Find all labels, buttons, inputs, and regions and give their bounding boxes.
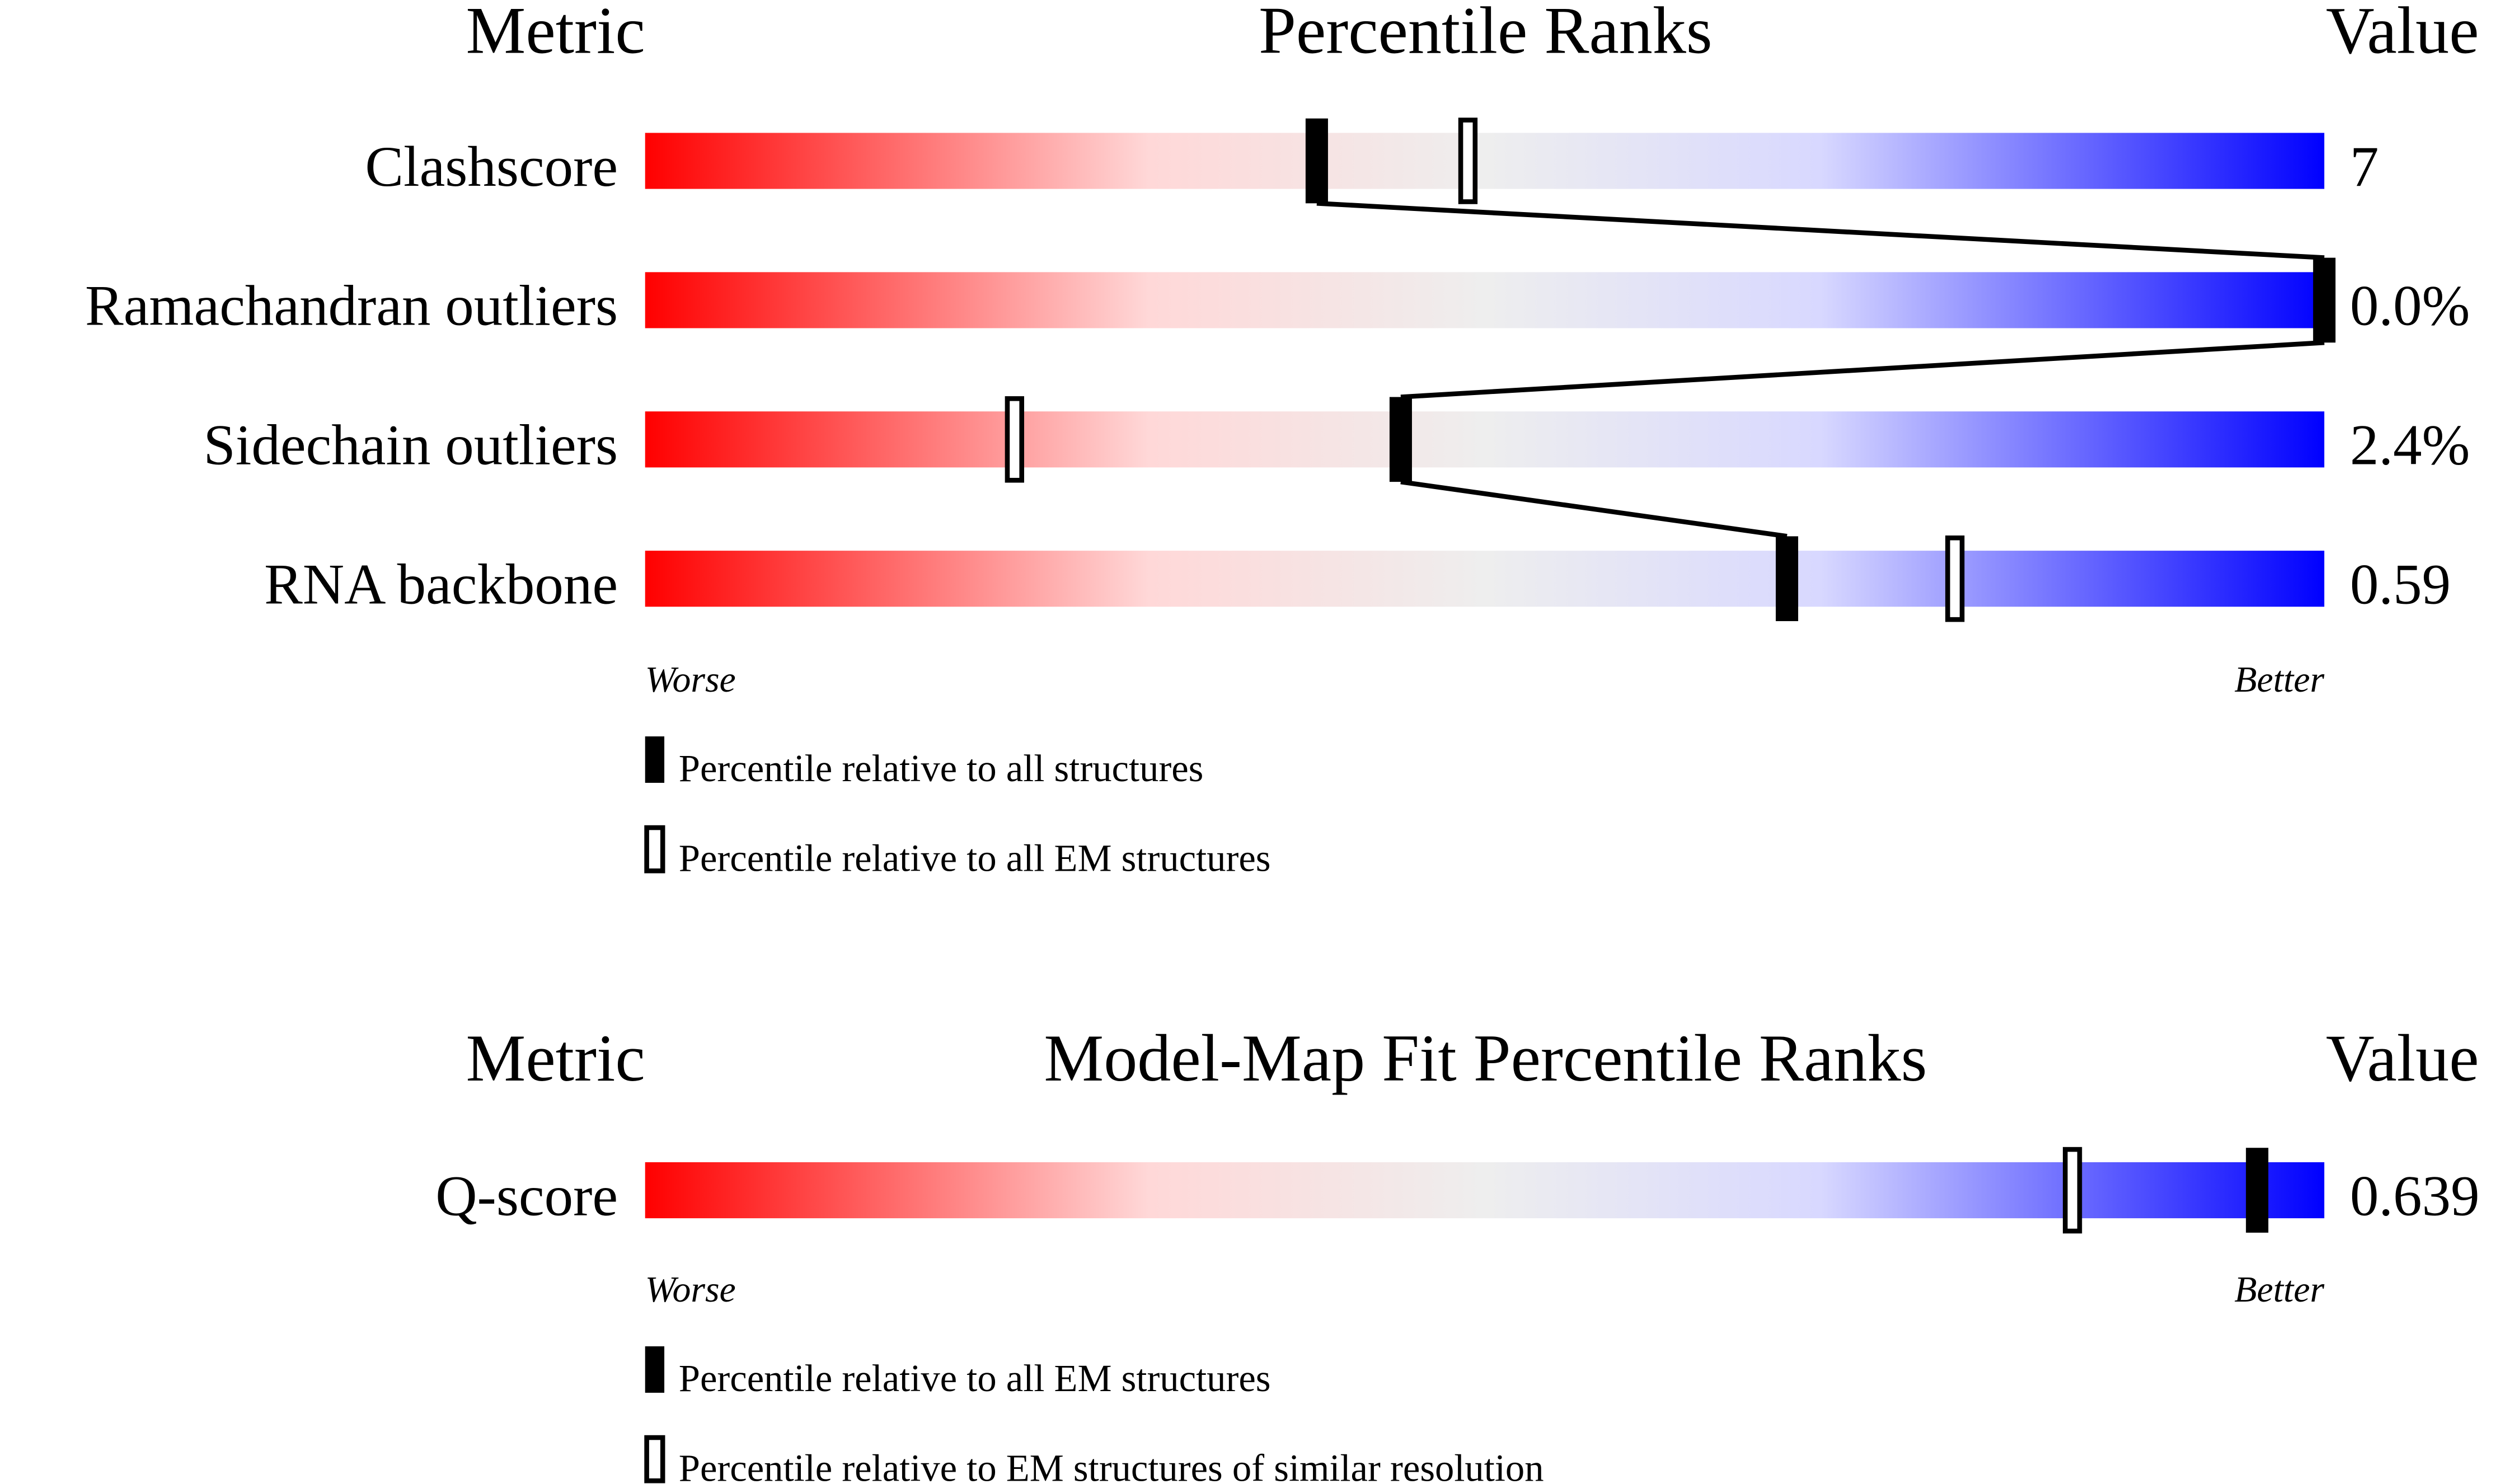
- filled-percentile-marker: [2246, 1148, 2269, 1233]
- metric-label: Q-score: [435, 1164, 618, 1228]
- chart-marks: [645, 118, 2336, 1234]
- legend-filled-marker: [645, 736, 665, 783]
- gradient-bar: [645, 551, 2325, 607]
- legend-label-all: Percentile relative to all structures: [679, 747, 1204, 790]
- value-header: Value: [2326, 0, 2479, 67]
- legend-label-em: Percentile relative to all EM structures: [679, 837, 1271, 879]
- metric-label: Clashscore: [365, 135, 618, 199]
- gradient-bar: [645, 272, 2325, 328]
- metric-header: Metric: [466, 0, 645, 67]
- metric-label: RNA backbone: [264, 553, 618, 617]
- metric-label: Sidechain outliers: [203, 414, 618, 477]
- chart-title: Percentile Ranks: [1259, 0, 1713, 67]
- metric-label: Ramachandran outliers: [85, 274, 618, 338]
- metric-value: 0.639: [2350, 1164, 2480, 1228]
- filled-percentile-marker: [1776, 536, 1799, 622]
- better-label-2: Better: [2234, 1269, 2324, 1310]
- connector-line: [1400, 479, 1788, 539]
- row-ramachandran: Ramachandran outliers 0.0%: [85, 274, 2470, 338]
- filled-percentile-marker: [2313, 257, 2336, 343]
- metric-value: 0.0%: [2350, 274, 2470, 338]
- legend-label-similar-res: Percentile relative to EM structures of …: [679, 1447, 1544, 1484]
- gradient-bar: [645, 133, 2325, 189]
- row-rna-backbone: RNA backbone 0.59: [264, 553, 2451, 617]
- value-header-2: Value: [2326, 1021, 2479, 1095]
- worse-label: Worse: [645, 659, 736, 700]
- metric-value: 0.59: [2350, 553, 2451, 617]
- open-percentile-marker: [1005, 396, 1024, 483]
- connector-line: [1316, 201, 2325, 260]
- metric-value: 7: [2350, 135, 2378, 199]
- metric-value: 2.4%: [2350, 414, 2470, 477]
- metric-header-2: Metric: [466, 1021, 645, 1095]
- open-percentile-marker: [1945, 535, 1965, 622]
- filled-percentile-marker: [1305, 118, 1328, 204]
- filled-percentile-marker: [1389, 397, 1412, 482]
- chart-title-2: Model-Map Fit Percentile Ranks: [1044, 1021, 1927, 1095]
- row-sidechain: Sidechain outliers 2.4%: [203, 414, 2470, 477]
- open-percentile-marker: [1458, 118, 1478, 204]
- row-q-score: Q-score 0.639: [435, 1164, 2479, 1228]
- legend-label-all-em: Percentile relative to all EM structures: [679, 1357, 1271, 1400]
- open-percentile-marker: [2062, 1147, 2082, 1234]
- row-clashscore: Clashscore 7: [365, 135, 2378, 199]
- legend-open-marker-2: [644, 1435, 665, 1483]
- better-label: Better: [2234, 659, 2324, 700]
- gradient-bar: [645, 1162, 2325, 1219]
- connector-line: [1400, 340, 2325, 400]
- gradient-bar: [645, 411, 2325, 468]
- worse-label-2: Worse: [645, 1269, 736, 1310]
- legend-open-marker: [644, 825, 665, 874]
- legend-filled-marker-2: [645, 1346, 665, 1393]
